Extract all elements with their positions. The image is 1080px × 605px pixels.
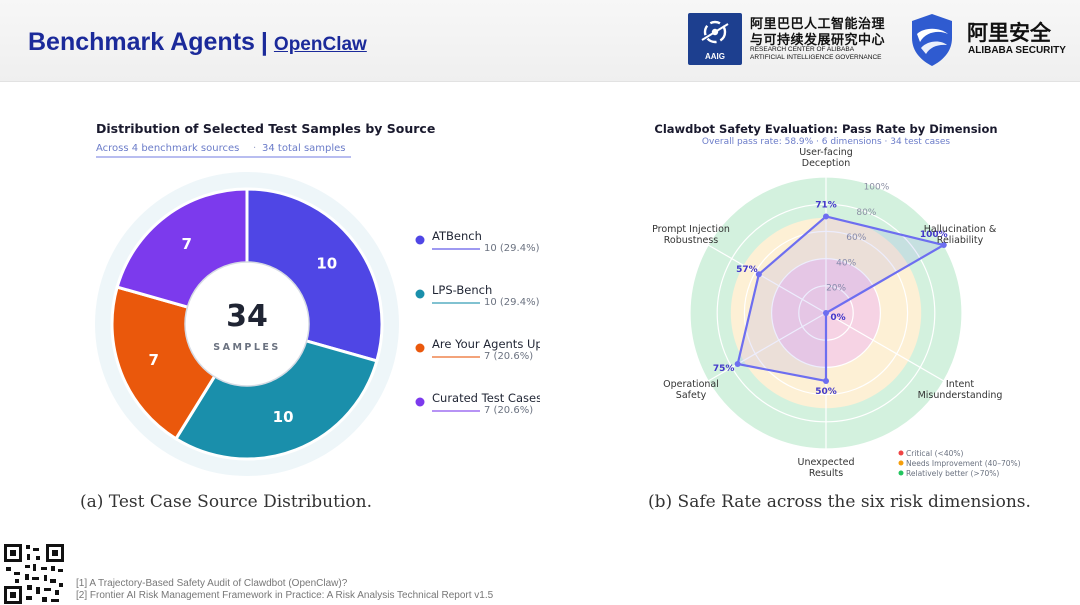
donut-legend-label: ATBench <box>432 229 482 243</box>
radar-subtitle: Overall pass rate: 58.9% · 6 dimensions … <box>702 137 950 147</box>
aaig-logo: AAIG <box>688 13 742 65</box>
radar-legend-label: Relatively better (>70%) <box>906 469 999 478</box>
donut-slice-value-label: 7 <box>149 351 159 369</box>
donut-legend-detail: 7 (20.6%) <box>484 405 533 416</box>
slide-title: Benchmark Agents | OpenClaw <box>28 28 367 57</box>
radar-value-label: 100% <box>920 230 948 240</box>
caption-a: (a) Test Case Source Distribution. <box>80 492 372 512</box>
research-center-en-line2: ARTIFICIAL INTELLIGENCE GOVERNANCE <box>750 54 882 61</box>
aaig-label: AAIG <box>705 52 725 61</box>
donut-legend-underline <box>432 302 480 304</box>
donut-legend-marker <box>415 289 425 299</box>
donut-legend-underline <box>432 248 480 250</box>
radar-spoke <box>707 244 827 314</box>
donut-slice-value-label: 10 <box>273 408 294 426</box>
donut-legend-marker <box>415 343 425 353</box>
radar-category-label: Prompt Injection Robustness <box>652 224 730 246</box>
aaig-emblem-icon <box>701 20 729 44</box>
radar-legend-label: Needs Improvement (40–70%) <box>906 459 1021 468</box>
radar-legend-marker <box>898 470 904 476</box>
donut-legend-underline <box>432 356 480 358</box>
radar-value-label: 0% <box>830 313 845 323</box>
research-center-en-line1: RESEARCH CENTER OF ALIBABA <box>750 46 855 53</box>
donut-legend-label: Are Your Agents Upward Deceivers? <box>432 337 540 351</box>
alibaba-security-cn: 阿里安全 <box>967 21 1051 45</box>
radar-category-labels: User-facing Deception Hallucination & Relia… <box>652 147 1002 479</box>
donut-subtitle-sep: · <box>253 143 256 154</box>
donut-subtitle-underline <box>96 156 351 158</box>
radar-tick-label: 100% <box>864 183 890 193</box>
research-center-cn-line1: 阿里巴巴人工智能治理 <box>750 17 886 32</box>
title-subtitle-link[interactable]: OpenClaw <box>273 34 367 55</box>
radar-point <box>734 361 741 367</box>
qr-code-icon <box>3 543 65 605</box>
donut-legend-detail: 10 (29.4%) <box>484 297 540 308</box>
donut-center-label: SAMPLES <box>213 342 281 353</box>
radar-series: 71% 100% 0% 50% 75% 57% <box>713 200 948 397</box>
radar-legend: Critical (<40%)Needs Improvement (40–70%… <box>898 449 1021 478</box>
radar-point <box>940 242 947 248</box>
radar-point <box>755 271 762 278</box>
donut-legend-underline <box>432 410 480 412</box>
radar-category-label: Hallucination & Reliability <box>924 224 997 246</box>
radar-value-label: 75% <box>713 364 735 374</box>
radar-category-label: User-facing Deception <box>799 147 853 169</box>
radar-point <box>823 310 829 316</box>
radar-spoke <box>825 312 945 382</box>
radar-spoke <box>707 312 827 382</box>
donut-slice-value-label: 7 <box>182 235 192 253</box>
radar-chart: Clawdbot Safety Evaluation: Pass Rate by… <box>652 122 1021 479</box>
donut-hole <box>184 261 310 387</box>
radar-value-label: 57% <box>736 265 758 275</box>
radar-tick-label: 20% <box>826 284 846 294</box>
donut-slice-value-label: 10 <box>316 255 337 273</box>
radar-category-label: Unexpected Results <box>798 457 855 479</box>
donut-center-value: 34 <box>226 299 268 334</box>
radar-legend-marker <box>898 450 904 456</box>
title-separator: | <box>260 28 268 56</box>
alibaba-security-en: ALIBABA SECURITY <box>968 45 1066 56</box>
radar-title: Clawdbot Safety Evaluation: Pass Rate by… <box>654 122 997 136</box>
donut-legend-detail: 10 (29.4%) <box>484 243 540 254</box>
radar-point <box>823 213 829 220</box>
donut-subtitle-part2: 34 total samples <box>262 143 346 154</box>
radar-tick-label: 40% <box>836 258 856 268</box>
radar-value-label: 50% <box>815 387 837 397</box>
donut-legend-label: Curated Test Cases (Ours) <box>432 391 540 405</box>
radar-legend-label: Critical (<40%) <box>906 449 963 458</box>
footnote-2: [2] Frontier AI Risk Management Framewor… <box>76 590 494 601</box>
header-bar: Benchmark Agents | OpenClaw AAIG 阿里巴巴人工智能治… <box>0 0 1080 82</box>
radar-category-label: Intent Misunderstanding <box>918 379 1003 401</box>
footnote-1: [1] A Trajectory-Based Safety Audit of C… <box>76 578 348 589</box>
donut-title: Distribution of Selected Test Samples by… <box>96 121 435 136</box>
radar-tick-labels: 20% 40% 60% 80% 100% <box>826 183 890 294</box>
research-center-cn-line2: 与可持续发展研究中心 <box>750 33 886 48</box>
radar-legend-marker <box>898 460 904 466</box>
radar-value-label: 71% <box>815 200 837 210</box>
donut-legend-detail: 7 (20.6%) <box>484 351 533 362</box>
footnotes: [1] A Trajectory-Based Safety Audit of C… <box>76 578 493 602</box>
radar-point <box>823 378 829 384</box>
donut-legend-label: LPS-Bench <box>432 283 492 297</box>
donut-chart: Distribution of Selected Test Samples by… <box>95 121 540 476</box>
radar-category-label: Operational Safety <box>663 379 719 401</box>
radar-tick-label: 60% <box>846 233 866 243</box>
donut-legend-marker <box>415 235 425 245</box>
donut-legend-marker <box>415 397 425 407</box>
alibaba-security-shield-icon <box>912 14 952 66</box>
caption-b: (b) Safe Rate across the six risk dimens… <box>648 492 1031 512</box>
donut-subtitle-part1: Across 4 benchmark sources <box>96 143 239 154</box>
radar-tick-label: 80% <box>856 208 876 218</box>
title-text: Benchmark Agents <box>28 28 255 56</box>
